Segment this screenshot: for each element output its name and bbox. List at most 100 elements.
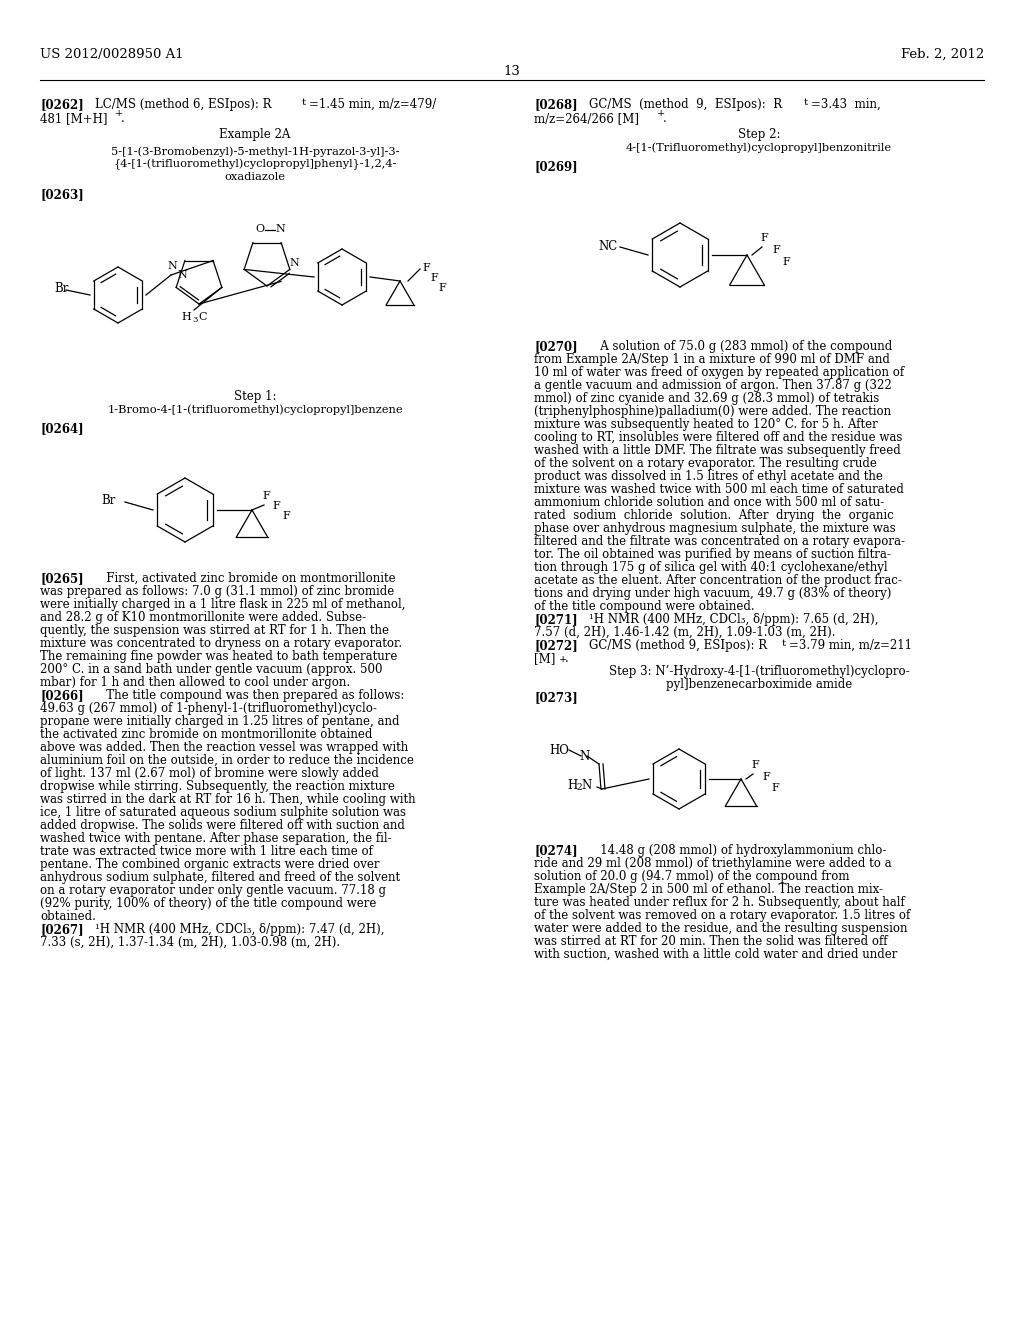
Text: {4-[1-(trifluoromethyl)cyclopropyl]phenyl}-1,2,4-: {4-[1-(trifluoromethyl)cyclopropyl]pheny… xyxy=(114,158,396,170)
Text: 13: 13 xyxy=(504,65,520,78)
Text: tor. The oil obtained was purified by means of suction filtra-: tor. The oil obtained was purified by me… xyxy=(534,548,891,561)
Text: mixture was subsequently heated to 120° C. for 5 h. After: mixture was subsequently heated to 120° … xyxy=(534,418,878,432)
Text: N: N xyxy=(579,750,589,763)
Text: =3.43  min,: =3.43 min, xyxy=(811,98,881,111)
Text: 2: 2 xyxy=(575,783,582,792)
Text: F: F xyxy=(262,491,269,502)
Text: F: F xyxy=(751,760,759,770)
Text: C: C xyxy=(198,312,207,322)
Text: [0270]: [0270] xyxy=(534,341,578,352)
Text: washed with a little DMF. The filtrate was subsequently freed: washed with a little DMF. The filtrate w… xyxy=(534,444,901,457)
Text: mixture was washed twice with 500 ml each time of saturated: mixture was washed twice with 500 ml eac… xyxy=(534,483,904,496)
Text: F: F xyxy=(782,257,790,267)
Text: a gentle vacuum and admission of argon. Then 37.87 g (322: a gentle vacuum and admission of argon. … xyxy=(534,379,892,392)
Text: [0264]: [0264] xyxy=(40,422,84,436)
Text: of the title compound were obtained.: of the title compound were obtained. xyxy=(534,601,755,612)
Text: +: + xyxy=(115,110,123,117)
Text: of the solvent on a rotary evaporator. The resulting crude: of the solvent on a rotary evaporator. T… xyxy=(534,457,877,470)
Text: was stirred at RT for 20 min. Then the solid was filtered off: was stirred at RT for 20 min. Then the s… xyxy=(534,935,888,948)
Text: N: N xyxy=(275,224,285,234)
Text: ¹H NMR (400 MHz, CDCl₃, δ/ppm): 7.65 (d, 2H),: ¹H NMR (400 MHz, CDCl₃, δ/ppm): 7.65 (d,… xyxy=(589,612,879,626)
Text: Example 2A/Step 2 in 500 ml of ethanol. The reaction mix-: Example 2A/Step 2 in 500 ml of ethanol. … xyxy=(534,883,883,896)
Text: of the solvent was removed on a rotary evaporator. 1.5 litres of: of the solvent was removed on a rotary e… xyxy=(534,909,910,921)
Text: and 28.2 g of K10 montmorillonite were added. Subse-: and 28.2 g of K10 montmorillonite were a… xyxy=(40,611,367,624)
Text: Step 1:: Step 1: xyxy=(233,389,276,403)
Text: =1.45 min, m/z=479/: =1.45 min, m/z=479/ xyxy=(309,98,436,111)
Text: GC/MS  (method  9,  ESIpos):  R: GC/MS (method 9, ESIpos): R xyxy=(589,98,782,111)
Text: above was added. Then the reaction vessel was wrapped with: above was added. Then the reaction vesse… xyxy=(40,741,409,754)
Text: propane were initially charged in 1.25 litres of pentane, and: propane were initially charged in 1.25 l… xyxy=(40,715,399,729)
Text: t: t xyxy=(302,98,306,107)
Text: Step 3: N’-Hydroxy-4-[1-(trifluoromethyl)cyclopro-: Step 3: N’-Hydroxy-4-[1-(trifluoromethyl… xyxy=(608,665,909,678)
Text: [0268]: [0268] xyxy=(534,98,578,111)
Text: [0271]: [0271] xyxy=(534,612,578,626)
Text: aluminium foil on the outside, in order to reduce the incidence: aluminium foil on the outside, in order … xyxy=(40,754,414,767)
Text: +: + xyxy=(657,110,666,117)
Text: ice, 1 litre of saturated aqueous sodium sulphite solution was: ice, 1 litre of saturated aqueous sodium… xyxy=(40,807,406,818)
Text: mmol) of zinc cyanide and 32.69 g (28.3 mmol) of tetrakis: mmol) of zinc cyanide and 32.69 g (28.3 … xyxy=(534,392,880,405)
Text: was prepared as follows: 7.0 g (31.1 mmol) of zinc bromide: was prepared as follows: 7.0 g (31.1 mmo… xyxy=(40,585,394,598)
Text: product was dissolved in 1.5 litres of ethyl acetate and the: product was dissolved in 1.5 litres of e… xyxy=(534,470,883,483)
Text: .: . xyxy=(663,112,667,125)
Text: [0266]: [0266] xyxy=(40,689,84,702)
Text: the activated zinc bromide on montmorillonite obtained: the activated zinc bromide on montmorill… xyxy=(40,729,373,741)
Text: washed twice with pentane. After phase separation, the fil-: washed twice with pentane. After phase s… xyxy=(40,832,391,845)
Text: from Example 2A/Step 1 in a mixture of 990 ml of DMF and: from Example 2A/Step 1 in a mixture of 9… xyxy=(534,352,890,366)
Text: t: t xyxy=(804,98,808,107)
Text: [0262]: [0262] xyxy=(40,98,84,111)
Text: First, activated zinc bromide on montmorillonite: First, activated zinc bromide on montmor… xyxy=(95,572,395,585)
Text: N: N xyxy=(167,261,177,271)
Text: added dropwise. The solids were filtered off with suction and: added dropwise. The solids were filtered… xyxy=(40,818,404,832)
Text: F: F xyxy=(282,511,290,521)
Text: 14.48 g (208 mmol) of hydroxylammonium chlo-: 14.48 g (208 mmol) of hydroxylammonium c… xyxy=(589,843,887,857)
Text: ¹H NMR (400 MHz, CDCl₃, δ/ppm): 7.47 (d, 2H),: ¹H NMR (400 MHz, CDCl₃, δ/ppm): 7.47 (d,… xyxy=(95,923,384,936)
Text: on a rotary evaporator under only gentle vacuum. 77.18 g: on a rotary evaporator under only gentle… xyxy=(40,884,386,898)
Text: solution of 20.0 g (94.7 mmol) of the compound from: solution of 20.0 g (94.7 mmol) of the co… xyxy=(534,870,850,883)
Text: 481 [M+H]: 481 [M+H] xyxy=(40,112,108,125)
Text: 1-Bromo-4-[1-(trifluoromethyl)cyclopropyl]benzene: 1-Bromo-4-[1-(trifluoromethyl)cyclopropy… xyxy=(108,404,402,414)
Text: (triphenylphosphine)palladium(0) were added. The reaction: (triphenylphosphine)palladium(0) were ad… xyxy=(534,405,891,418)
Text: H: H xyxy=(567,779,578,792)
Text: .: . xyxy=(121,112,125,125)
Text: Br: Br xyxy=(101,494,116,507)
Text: Feb. 2, 2012: Feb. 2, 2012 xyxy=(901,48,984,61)
Text: 3: 3 xyxy=(193,315,198,323)
Text: was stirred in the dark at RT for 16 h. Then, while cooling with: was stirred in the dark at RT for 16 h. … xyxy=(40,793,416,807)
Text: [0265]: [0265] xyxy=(40,572,84,585)
Text: F: F xyxy=(430,273,437,282)
Text: mbar) for 1 h and then allowed to cool under argon.: mbar) for 1 h and then allowed to cool u… xyxy=(40,676,350,689)
Text: pentane. The combined organic extracts were dried over: pentane. The combined organic extracts w… xyxy=(40,858,380,871)
Text: cooling to RT, insolubles were filtered off and the residue was: cooling to RT, insolubles were filtered … xyxy=(534,432,902,444)
Text: [0267]: [0267] xyxy=(40,923,84,936)
Text: 200° C. in a sand bath under gentle vacuum (approx. 500: 200° C. in a sand bath under gentle vacu… xyxy=(40,663,383,676)
Text: ture was heated under reflux for 2 h. Subsequently, about half: ture was heated under reflux for 2 h. Su… xyxy=(534,896,905,909)
Text: obtained.: obtained. xyxy=(40,909,96,923)
Text: acetate as the eluent. After concentration of the product frac-: acetate as the eluent. After concentrati… xyxy=(534,574,902,587)
Text: The title compound was then prepared as follows:: The title compound was then prepared as … xyxy=(95,689,404,702)
Text: 4-[1-(Trifluoromethyl)cyclopropyl]benzonitrile: 4-[1-(Trifluoromethyl)cyclopropyl]benzon… xyxy=(626,143,892,153)
Text: dropwise while stirring. Subsequently, the reaction mixture: dropwise while stirring. Subsequently, t… xyxy=(40,780,395,793)
Text: quently, the suspension was stirred at RT for 1 h. Then the: quently, the suspension was stirred at R… xyxy=(40,624,389,638)
Text: H: H xyxy=(181,312,190,322)
Text: F: F xyxy=(422,263,430,273)
Text: F: F xyxy=(762,772,770,781)
Text: ride and 29 ml (208 mmol) of triethylamine were added to a: ride and 29 ml (208 mmol) of triethylami… xyxy=(534,857,892,870)
Text: 5-[1-(3-Bromobenzyl)-5-methyl-1H-pyrazol-3-yl]-3-: 5-[1-(3-Bromobenzyl)-5-methyl-1H-pyrazol… xyxy=(111,147,399,157)
Text: [0274]: [0274] xyxy=(534,843,578,857)
Text: tions and drying under high vacuum, 49.7 g (83% of theory): tions and drying under high vacuum, 49.7… xyxy=(534,587,891,601)
Text: N: N xyxy=(177,271,186,280)
Text: tion through 175 g of silica gel with 40:1 cyclohexane/ethyl: tion through 175 g of silica gel with 40… xyxy=(534,561,888,574)
Text: F: F xyxy=(272,502,280,511)
Text: F: F xyxy=(771,783,778,793)
Text: NC: NC xyxy=(598,240,617,253)
Text: Example 2A: Example 2A xyxy=(219,128,291,141)
Text: 7.57 (d, 2H), 1.46-1.42 (m, 2H), 1.09-1.03 (m, 2H).: 7.57 (d, 2H), 1.46-1.42 (m, 2H), 1.09-1.… xyxy=(534,626,836,639)
Text: N: N xyxy=(581,779,591,792)
Text: t: t xyxy=(782,639,786,648)
Text: trate was extracted twice more with 1 litre each time of: trate was extracted twice more with 1 li… xyxy=(40,845,373,858)
Text: water were added to the residue, and the resulting suspension: water were added to the residue, and the… xyxy=(534,921,907,935)
Text: 10 ml of water was freed of oxygen by repeated application of: 10 ml of water was freed of oxygen by re… xyxy=(534,366,904,379)
Text: phase over anhydrous magnesium sulphate, the mixture was: phase over anhydrous magnesium sulphate,… xyxy=(534,521,896,535)
Text: =3.79 min, m/z=211: =3.79 min, m/z=211 xyxy=(790,639,912,652)
Text: rated  sodium  chloride  solution.  After  drying  the  organic: rated sodium chloride solution. After dr… xyxy=(534,510,894,521)
